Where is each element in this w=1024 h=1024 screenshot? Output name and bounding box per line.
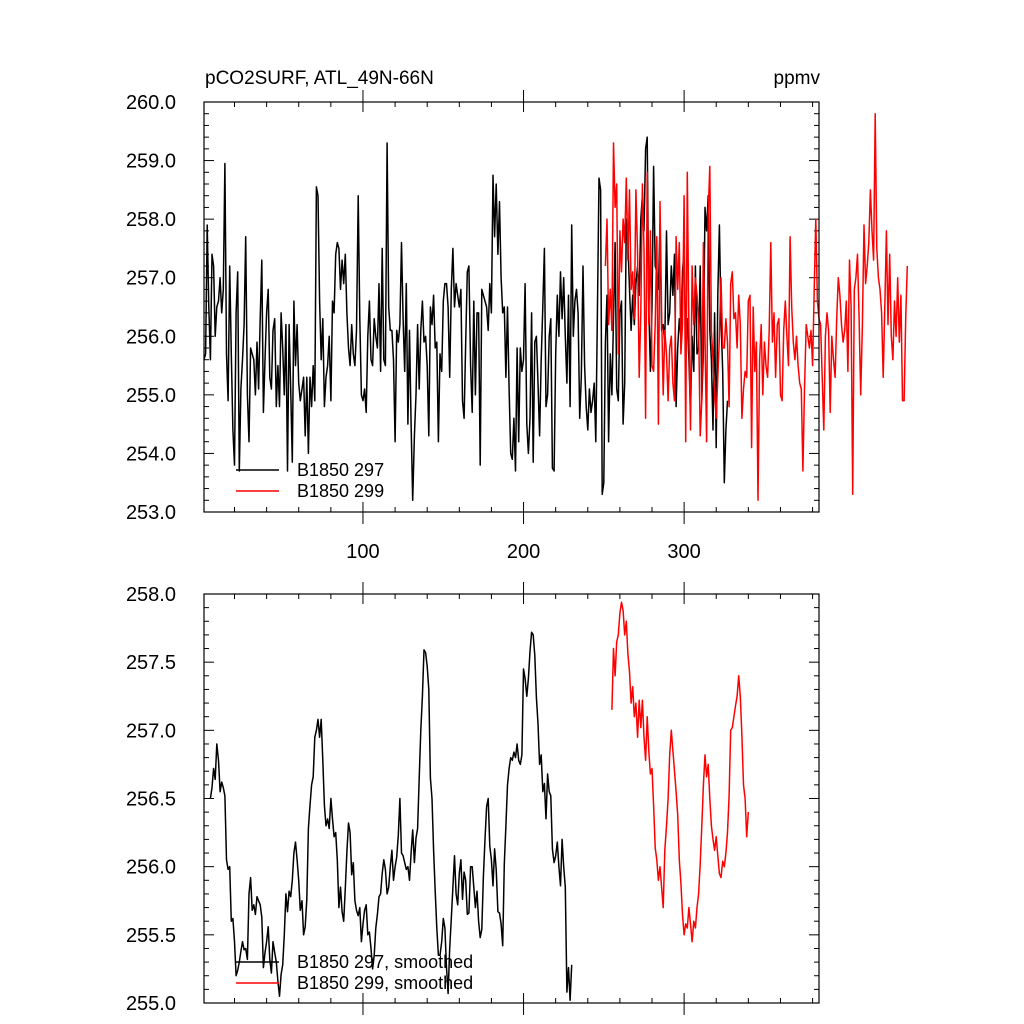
top-legend: B1850 297 B1850 299	[236, 460, 384, 501]
y-tick-label: 255.0	[126, 993, 176, 1015]
series-line-b1850-297-smoothed	[209, 631, 573, 1002]
y-tick-label: 253.0	[126, 502, 176, 524]
y-tick-label: 258.0	[126, 209, 176, 231]
top-series-lines	[203, 112, 909, 502]
x-tick-label: 200	[507, 541, 540, 563]
y-tick-label: 256.0	[126, 857, 176, 879]
y-tick-label: 256.5	[126, 789, 176, 811]
x-tick-label: 300	[667, 541, 700, 563]
x-tick-label: 100	[346, 541, 379, 563]
top-x-tick-labels: 100 200 300	[346, 541, 701, 563]
legend-label-b1850-299: B1850 299	[297, 481, 384, 501]
y-tick-label: 254.0	[126, 443, 176, 465]
bottom-axes-ticks	[204, 582, 819, 1015]
legend-label-b1850-297-smoothed: B1850 297, smoothed	[297, 952, 473, 972]
top-plot-frame	[203, 101, 820, 513]
bottom-series-lines	[209, 601, 750, 1002]
bottom-legend: B1850 297, smoothed B1850 299, smoothed	[236, 952, 473, 993]
units-label: ppmv	[774, 68, 821, 89]
y-tick-label: 256.0	[126, 326, 176, 348]
y-tick-label: 257.0	[126, 268, 176, 290]
legend-label-b1850-299-smoothed: B1850 299, smoothed	[297, 973, 473, 993]
series-line-b1850-297	[203, 136, 729, 502]
chart-title: pCO2SURF, ATL_49N-66N	[205, 68, 434, 89]
bottom-panel: 255.0 255.5 256.0 256.5 257.0 257.5 258.0 B185…	[126, 582, 820, 1015]
top-y-tick-labels: 253.0 254.0 255.0 256.0 257.0 258.0 259.0 260.0	[126, 92, 176, 524]
series-line-b1850-299	[604, 112, 909, 502]
bottom-plot-frame	[203, 593, 820, 1004]
y-tick-label: 258.0	[126, 584, 176, 606]
bottom-y-tick-labels: 255.0 255.5 256.0 256.5 257.0 257.5 258.0	[126, 584, 176, 1015]
y-tick-label: 259.0	[126, 151, 176, 173]
top-panel: pCO2SURF, ATL_49N-66N ppmv 253.0 254.0 255…	[126, 68, 909, 563]
y-tick-label: 255.0	[126, 385, 176, 407]
y-tick-label: 257.0	[126, 720, 176, 742]
y-tick-label: 257.5	[126, 652, 176, 674]
y-tick-label: 260.0	[126, 92, 176, 114]
series-line-b1850-299-smoothed	[611, 601, 750, 943]
y-tick-label: 255.5	[126, 925, 176, 947]
legend-label-b1850-297: B1850 297	[297, 460, 384, 480]
